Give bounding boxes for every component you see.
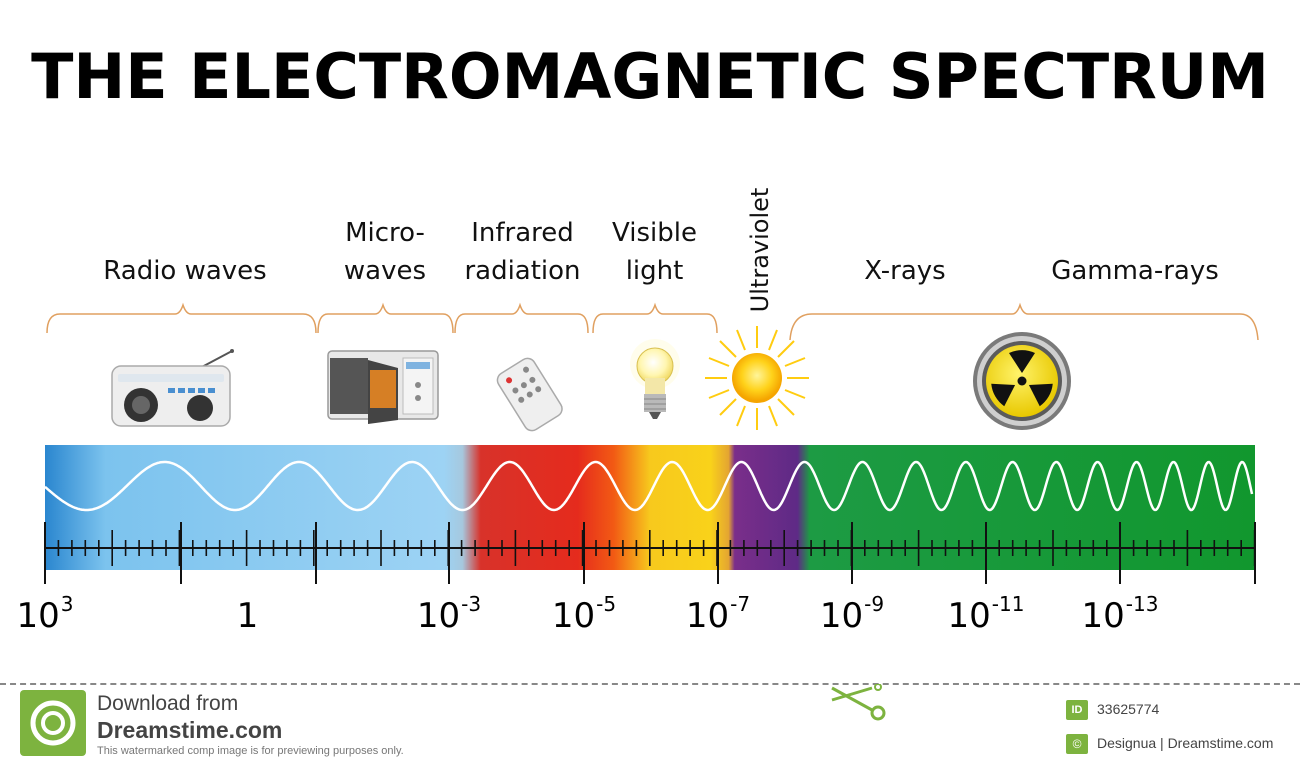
scale-label: 10-7: [686, 592, 750, 636]
label-microwaves-line1: Micro-: [345, 218, 425, 248]
scale-label: 10-5: [552, 592, 616, 636]
label-infrared: Infrared radiation: [455, 214, 590, 290]
scale-ticks: [44, 522, 1256, 584]
label-radio-text: Radio waves: [103, 256, 267, 286]
scale-label-exponent: -9: [864, 592, 885, 616]
label-radio-waves: Radio waves: [80, 252, 290, 290]
label-visible: Visible light: [592, 214, 717, 290]
radiation-symbol-icon: [973, 332, 1071, 430]
brace-infrared: [454, 302, 589, 334]
scale-label-base: 10: [16, 596, 60, 636]
region-braces: [46, 302, 1259, 341]
scale-label-base: 10: [416, 596, 461, 636]
scale-label: 1: [237, 592, 260, 636]
brace-visible: [592, 302, 718, 334]
brace-microwaves: [317, 302, 454, 334]
label-ultraviolet: Ultraviolet: [746, 187, 774, 313]
spectrum-diagram: [44, 302, 1259, 584]
scale-label-exponent: -3: [461, 592, 482, 616]
brace-radio: [46, 302, 317, 334]
wave-line: [44, 460, 1254, 512]
download-from-text: Download from: [97, 692, 239, 715]
sun-icon: [705, 326, 809, 430]
scale-label-exponent: -13: [1125, 592, 1159, 616]
footer-divider: [0, 683, 1300, 685]
page-title: THE ELECTROMAGNETIC SPECTRUM: [31, 40, 1269, 113]
scale-label-base: 1: [236, 596, 259, 636]
label-xrays-text: X-rays: [864, 256, 946, 286]
radio-icon: [111, 349, 234, 427]
scale-label-base: 10: [819, 596, 864, 636]
image-id-number: 33625774: [1097, 701, 1160, 717]
microwave-oven-icon: [327, 350, 439, 424]
scale-label: 10-9: [820, 592, 884, 636]
label-visible-line2: light: [625, 256, 684, 286]
scale-label-base: 10: [551, 596, 596, 636]
dreamstime-logo-icon: [20, 690, 86, 756]
label-microwaves: Micro- waves: [320, 214, 450, 290]
dreamstime-link[interactable]: Dreamstime.com: [97, 717, 283, 743]
light-bulb-icon: [630, 339, 680, 419]
scissors-icon: [828, 683, 888, 724]
scale-label-base: 10: [947, 596, 991, 636]
label-xrays: X-rays: [830, 252, 980, 290]
label-microwaves-line2: waves: [343, 256, 427, 286]
label-visible-line1: Visible: [612, 218, 697, 248]
author-credit[interactable]: Designua | Dreamstime.com: [1097, 735, 1274, 751]
scale-label: 103: [17, 592, 74, 636]
scale-label-base: 10: [685, 596, 730, 636]
scale-label: 10-11: [948, 592, 1025, 636]
scale-label-exponent: -7: [730, 592, 751, 616]
scale-label-exponent: 3: [60, 592, 74, 616]
label-gamma-rays: Gamma-rays: [1030, 252, 1240, 290]
scale-label: 10-3: [417, 592, 481, 636]
id-badge: ID: [1066, 700, 1088, 720]
scale-label: 10-13: [1082, 592, 1159, 636]
brace-xray-gamma: [789, 302, 1259, 341]
label-infrared-line2: radiation: [464, 256, 581, 286]
scale-label-base: 10: [1081, 596, 1125, 636]
label-infrared-line1: Infrared: [471, 218, 574, 248]
remote-control-icon: [496, 357, 563, 432]
copyright-badge: ©: [1066, 734, 1088, 754]
label-gamma-text: Gamma-rays: [1051, 256, 1219, 286]
watermark-disclaimer: This watermarked comp image is for previ…: [97, 745, 404, 757]
scale-label-exponent: -5: [596, 592, 617, 616]
scale-label-exponent: -11: [991, 592, 1025, 616]
